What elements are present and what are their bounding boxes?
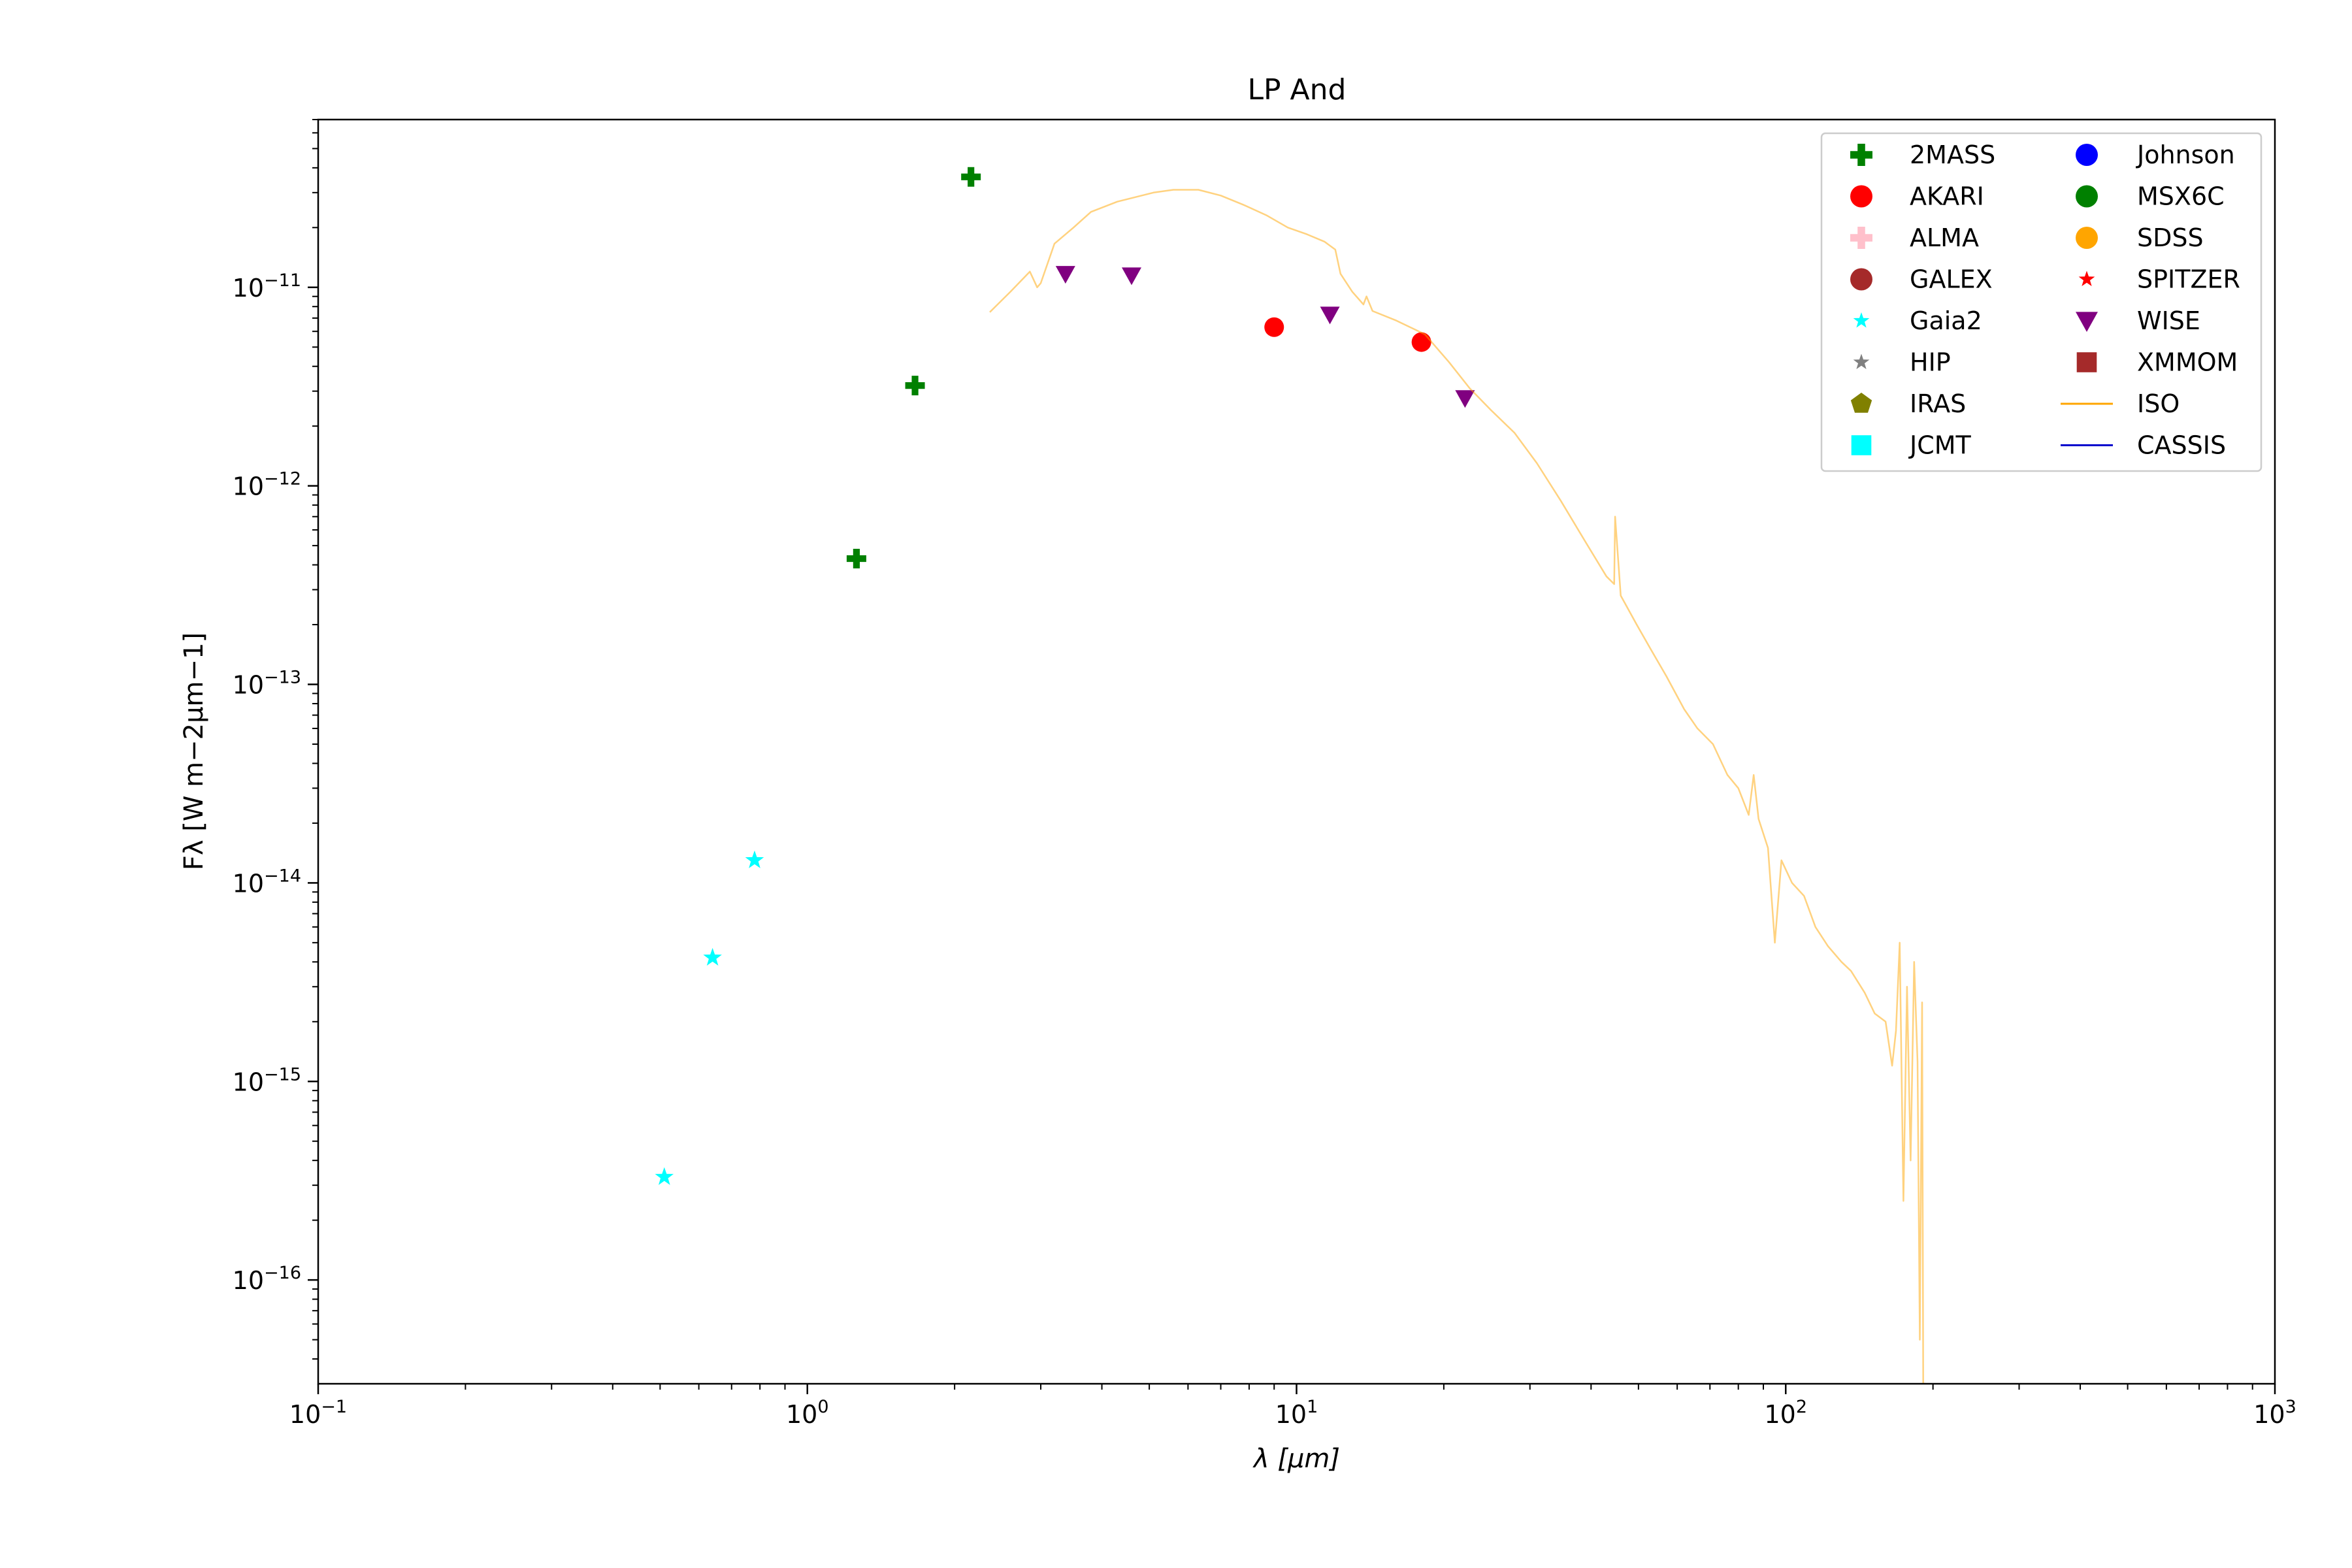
marker xyxy=(1455,390,1475,408)
legend-label: XMMOM xyxy=(2137,348,2238,377)
chart-title: LP And xyxy=(1248,73,1347,106)
legend-label: AKARI xyxy=(1910,182,1984,211)
legend-marker xyxy=(2076,144,2098,166)
marker xyxy=(846,549,866,569)
plot-area xyxy=(655,167,1926,1384)
legend-marker xyxy=(1850,144,1872,166)
marker xyxy=(1320,306,1340,325)
legend-label: HIP xyxy=(1910,348,1951,377)
x-axis-label: λ [μm] xyxy=(1252,1444,1340,1474)
legend-label: IRAS xyxy=(1910,389,1966,418)
legend-marker xyxy=(2076,312,2098,332)
legend-label: WISE xyxy=(2137,306,2200,335)
legend-marker xyxy=(1850,393,1872,413)
legend-label: 2MASS xyxy=(1910,140,1995,169)
legend-label: MSX6C xyxy=(2137,182,2225,211)
legend-marker xyxy=(1851,435,1872,455)
x-tick-label: 102 xyxy=(1764,1397,1807,1429)
marker xyxy=(703,947,722,966)
axes-frame xyxy=(317,118,2276,1385)
legend-box xyxy=(1820,132,2262,472)
marker xyxy=(905,376,925,396)
legend-marker xyxy=(1853,312,1870,328)
y-tick-label: 10−11 xyxy=(233,270,301,302)
legend-label: SDSS xyxy=(2137,223,2204,252)
legend-marker xyxy=(2076,352,2097,372)
x-tick-label: 101 xyxy=(1275,1397,1318,1429)
x-tick-label: 100 xyxy=(786,1397,829,1429)
legend-label: JCMT xyxy=(1908,431,1972,460)
legend-label: CASSIS xyxy=(2137,431,2226,460)
y-tick-label: 10−16 xyxy=(233,1263,301,1295)
x-tick-label: 10−1 xyxy=(289,1397,347,1429)
y-tick-label: 10−13 xyxy=(233,668,301,700)
marker xyxy=(1264,317,1284,337)
marker xyxy=(1055,266,1075,284)
legend-label: GALEX xyxy=(1910,265,1993,294)
marker xyxy=(745,850,764,868)
legend-label: ISO xyxy=(2137,389,2180,418)
marker xyxy=(655,1167,674,1185)
spectrum-line xyxy=(989,189,1926,1384)
legend-marker xyxy=(1850,268,1872,291)
legend-marker xyxy=(1850,227,1872,249)
y-axis-label: Fλ [W m−2μm−1] xyxy=(179,632,209,870)
legend-marker xyxy=(1853,353,1870,370)
marker xyxy=(1121,267,1141,286)
legend-label: SPITZER xyxy=(2137,265,2240,294)
marker xyxy=(961,167,981,187)
legend-label: ALMA xyxy=(1910,223,1979,252)
legend-marker xyxy=(2076,227,2098,249)
marker xyxy=(1411,332,1431,352)
y-tick-label: 10−15 xyxy=(233,1064,301,1096)
legend-label: Johnson xyxy=(2136,140,2235,169)
axes: 10−1 100 101 102 103 10−16 10−15 10−14 10−13 10−1… xyxy=(233,118,2296,1429)
y-tick-label: 10−14 xyxy=(233,866,301,898)
legend-marker xyxy=(2078,270,2095,287)
y-tick-label: 10−12 xyxy=(233,469,301,501)
legend-label: Gaia2 xyxy=(1910,306,1982,335)
legend-marker xyxy=(1850,185,1872,208)
legend-marker xyxy=(2076,185,2098,208)
x-tick-label: 103 xyxy=(2253,1397,2296,1429)
